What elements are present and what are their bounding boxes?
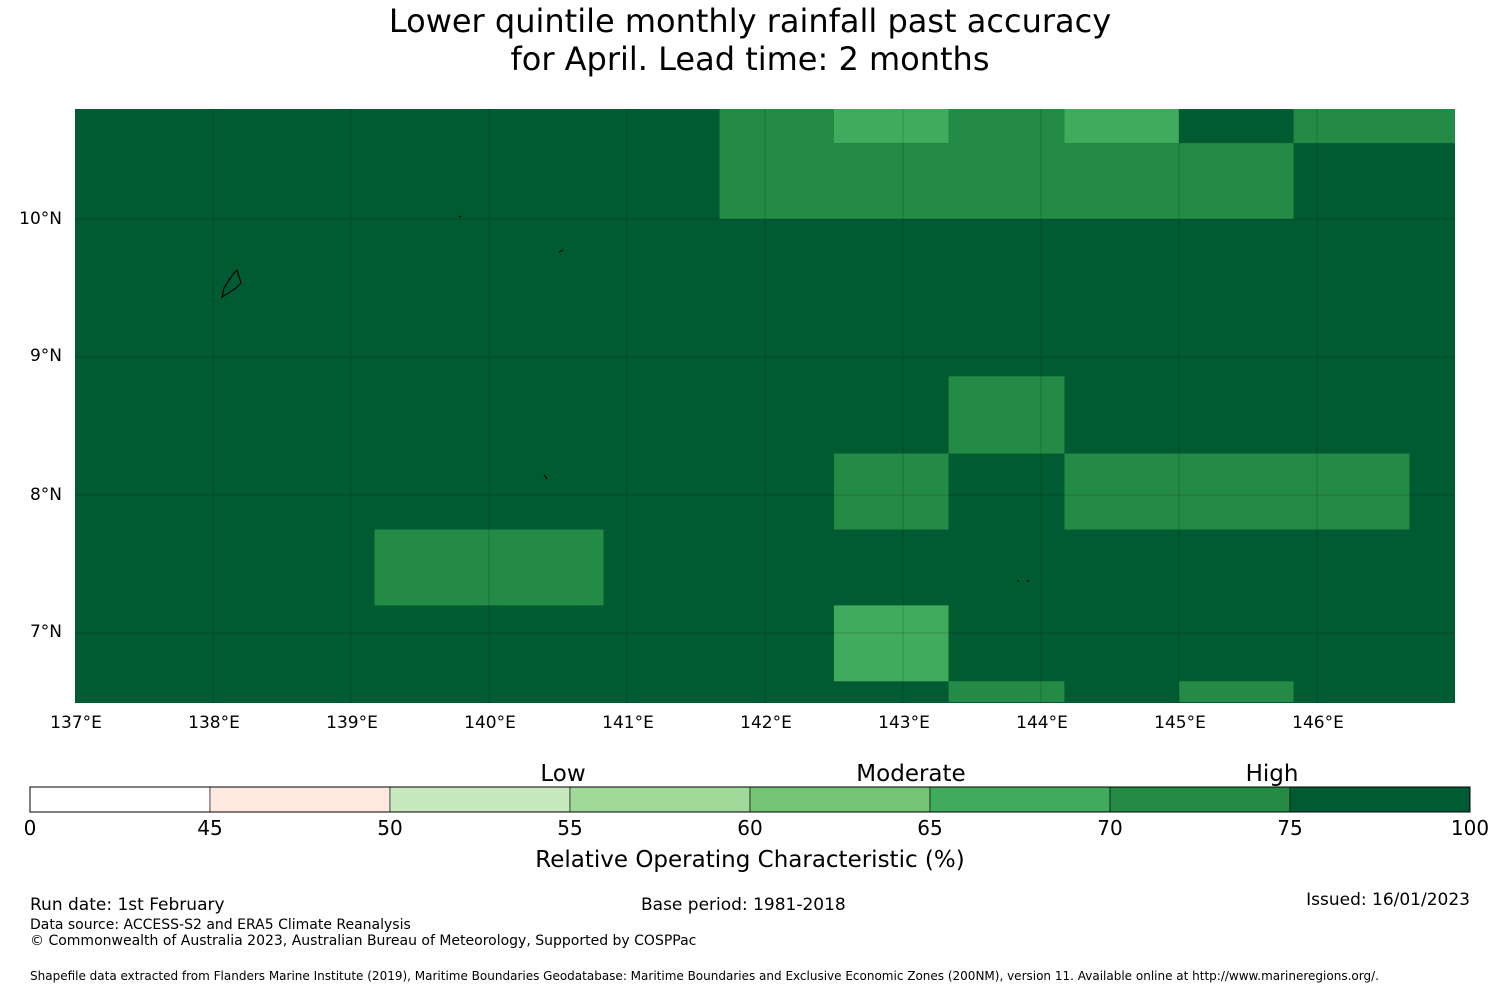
island-yap	[221, 268, 242, 299]
islands	[221, 215, 1030, 583]
map-cell-10	[834, 453, 949, 530]
lon-label-141e: 141°E	[602, 713, 654, 733]
map-cell-7	[1179, 143, 1294, 219]
lon-label-139e: 139°E	[326, 713, 378, 733]
colorbar-category-moderate: Moderate	[856, 761, 966, 787]
colorbar-tick-70: 70	[1097, 816, 1123, 840]
lon-label-146e: 146°E	[1292, 713, 1344, 733]
lon-label-142e: 142°E	[740, 713, 792, 733]
map-cell-3	[834, 143, 949, 219]
lat-label-10n: 10°N	[19, 209, 62, 229]
colorbar-category-high: High	[1245, 761, 1299, 787]
colorbar	[29, 786, 1471, 813]
lon-label-145e: 145°E	[1154, 713, 1206, 733]
map-cell-13	[834, 605, 949, 682]
colorbar-segment-0-45	[29, 786, 211, 813]
map-cell-12	[374, 529, 604, 606]
colorbar-tick-45: 45	[197, 816, 223, 840]
colorbar-segment-65-70	[929, 786, 1111, 813]
lon-label-138e: 138°E	[188, 713, 240, 733]
island-atoll-b	[543, 474, 548, 480]
map-cell-4	[948, 109, 1065, 219]
island-ngulu	[558, 249, 564, 253]
map-cell-15	[1179, 681, 1294, 702]
base-period: Base period: 1981-2018	[641, 895, 846, 915]
colorbar-segment-50-55	[389, 786, 571, 813]
colorbar-segment-70-75	[1109, 786, 1291, 813]
colorbar-tick-100: 100	[1450, 816, 1490, 840]
colorbar-segment-60-65	[749, 786, 931, 813]
colorbar-segment-45-50	[209, 786, 391, 813]
lon-label-143e: 143°E	[878, 713, 930, 733]
map-cell-2	[834, 109, 949, 144]
colorbar-segment-75-100	[1289, 786, 1471, 813]
colorbar-tick-75: 75	[1277, 816, 1303, 840]
map-cell-11	[1064, 453, 1410, 530]
lon-label-137e: 137°E	[50, 713, 102, 733]
map-cell-8	[1293, 109, 1455, 144]
lon-label-140e: 140°E	[464, 713, 516, 733]
data-source: Data source: ACCESS-S2 and ERA5 Climate …	[30, 917, 411, 933]
colorbar-tick-65: 65	[917, 816, 943, 840]
map-cell-14	[948, 681, 1065, 702]
shapefile-credit: Shapefile data extracted from Flanders M…	[30, 969, 1379, 983]
issued-date: Issued: 16/01/2023	[1306, 890, 1470, 910]
map-title-line-2: for April. Lead time: 2 months	[510, 40, 990, 78]
map-title-line-1: Lower quintile monthly rainfall past acc…	[388, 2, 1112, 40]
colorbar-tick-0: 0	[23, 816, 37, 840]
lat-label-8n: 8°N	[29, 485, 62, 505]
lat-label-7n: 7°N	[29, 622, 62, 642]
island-atoll-c	[1017, 579, 1030, 583]
map-cell-6	[1064, 143, 1179, 219]
island-atoll-a	[458, 215, 462, 218]
colorbar-category-low: Low	[540, 761, 586, 787]
colorbar-label: Relative Operating Characteristic (%)	[535, 847, 965, 873]
map-cell-1	[719, 109, 834, 219]
copyright: © Commonwealth of Australia 2023, Austra…	[30, 933, 697, 949]
colorbar-segment-55-60	[569, 786, 751, 813]
lat-label-9n: 9°N	[29, 346, 62, 366]
colorbar-tick-55: 55	[557, 816, 583, 840]
map-gridlines	[75, 109, 1455, 703]
map-cell-9	[948, 376, 1065, 454]
run-date: Run date: 1st February	[30, 895, 225, 915]
colorbar-tick-50: 50	[377, 816, 403, 840]
map-cell-5	[1064, 109, 1179, 144]
colorbar-frame	[29, 786, 1471, 813]
lon-label-144e: 144°E	[1016, 713, 1068, 733]
map-cells	[374, 109, 1455, 702]
colorbar-tick-60: 60	[737, 816, 763, 840]
